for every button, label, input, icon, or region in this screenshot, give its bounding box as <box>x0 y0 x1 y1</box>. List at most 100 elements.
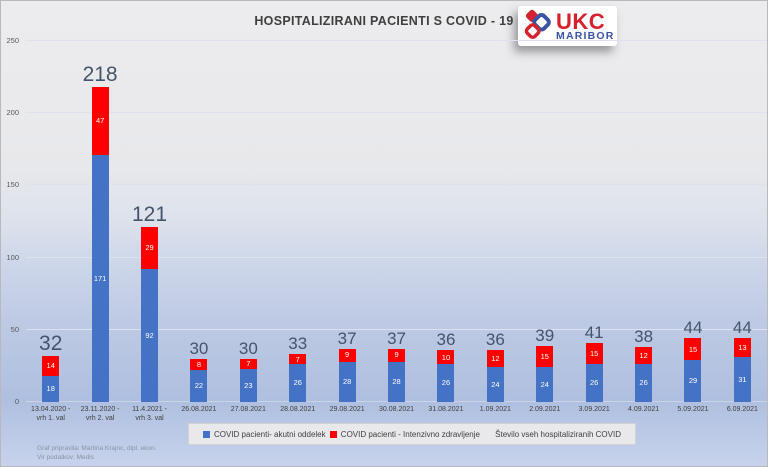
bar-group: 37 9 28 <box>372 41 421 402</box>
bar-stack: 12 24 <box>486 350 504 402</box>
bars-row: 32 14 18 218 47 171 121 29 92 30 8 22 30 7 23 33 7 26 37 9 2… <box>26 41 767 402</box>
category-label: 29.08.2021 <box>329 406 365 413</box>
total-label: 44 <box>683 318 703 338</box>
y-axis: 0 50 100 150 200 250 <box>1 36 21 406</box>
logo-ukc-label: UKC <box>556 8 606 34</box>
legend-item: COVID pacienti - Intenzivno zdravljenje <box>329 430 480 439</box>
total-label: 39 <box>535 325 555 345</box>
y-axis-label: 100 <box>6 252 19 262</box>
axis-tick <box>520 402 521 406</box>
category-label: 2.09.2021 <box>529 406 561 413</box>
segment-value: 7 <box>246 359 251 368</box>
bar-segment-intenzivno: 15 <box>585 342 603 365</box>
category-label: 6.09.2021 <box>726 406 758 413</box>
bar-segment-akutni: 171 <box>91 155 109 402</box>
category-label: 28.08.2021 <box>280 406 316 413</box>
total-label: 37 <box>387 328 406 348</box>
bar-group: 38 12 26 <box>619 41 668 402</box>
bar-stack: 29 92 <box>141 227 159 402</box>
gridline <box>26 40 767 41</box>
ukc-logo-icon <box>523 6 553 47</box>
bar-group: 32 14 18 <box>26 41 75 402</box>
segment-value: 24 <box>540 379 549 389</box>
y-axis-label: 50 <box>10 324 19 334</box>
segment-value: 26 <box>441 378 451 388</box>
category-label: 26.08.2021 <box>181 406 217 413</box>
segment-value: 23 <box>244 380 253 390</box>
category-label: 4.09.2021 <box>628 406 660 413</box>
segment-value: 7 <box>295 354 300 364</box>
segment-value: 15 <box>540 351 549 361</box>
bar-segment-akutni: 18 <box>42 376 60 402</box>
footer-credits: Graf pripravila: Martina Krajnc, dipl. e… <box>37 444 157 463</box>
bar-segment-intenzivno: 29 <box>141 227 159 270</box>
bar-segment-akutni: 26 <box>289 364 307 402</box>
axis-tick <box>421 402 423 406</box>
chart-title: HOSPITALIZIRANI PACIENTI S COVID - 19 <box>254 14 514 28</box>
bar-segment-intenzivno: 13 <box>733 338 751 358</box>
footer-source: Vir podatkov: Medis <box>37 454 94 462</box>
bar-group: 37 9 28 <box>322 41 371 402</box>
segment-value: 29 <box>145 243 154 253</box>
bar-group: 44 13 31 <box>718 41 767 402</box>
bar-stack: 15 29 <box>684 338 702 402</box>
bar-segment-akutni: 28 <box>338 361 356 402</box>
category-label: 30.08.2021 <box>379 406 415 413</box>
segment-value: 28 <box>342 377 352 387</box>
segment-value: 31 <box>738 374 747 384</box>
segment-value: 28 <box>392 377 401 387</box>
bar-stack: 47 171 <box>91 87 109 402</box>
segment-value: 171 <box>93 273 107 283</box>
bar-stack: 9 28 <box>338 348 356 402</box>
total-label: 218 <box>82 63 118 87</box>
bar-segment-intenzivno: 9 <box>338 348 356 362</box>
axis-tick <box>124 402 126 406</box>
segment-value: 26 <box>590 378 599 388</box>
y-axis-label: 150 <box>6 180 19 190</box>
plot-area: 32 14 18 218 47 171 121 29 92 30 8 22 30 7 23 33 7 26 37 9 2… <box>26 40 767 406</box>
bar-segment-intenzivno: 8 <box>190 358 208 371</box>
total-label: 38 <box>634 327 654 347</box>
axis-tick <box>75 402 77 406</box>
bar-group: 218 47 171 <box>75 41 124 402</box>
total-label: 36 <box>485 330 505 350</box>
bar-segment-akutni: 29 <box>684 360 702 402</box>
bar-segment-intenzivno: 10 <box>437 350 455 365</box>
total-label: 44 <box>732 318 752 338</box>
bar-segment-intenzivno: 12 <box>486 350 504 368</box>
category-label: 27.08.2021 <box>230 406 266 413</box>
total-label: 36 <box>436 330 456 350</box>
gridline <box>26 256 767 258</box>
bar-segment-akutni: 26 <box>437 364 455 402</box>
bar-group: 36 10 26 <box>421 41 470 402</box>
footer-author: Graf pripravila: Martina Krajnc, dipl. e… <box>37 445 157 452</box>
bar-segment-akutni: 24 <box>536 367 554 402</box>
category-label: 23.11.2020 - vrh 2. val <box>80 406 120 423</box>
bar-stack: 7 26 <box>289 354 307 402</box>
axis-tick <box>668 402 670 406</box>
bar-stack: 9 28 <box>388 348 406 402</box>
legend: COVID pacienti- akutni oddelek COVID paci… <box>188 423 636 445</box>
total-label: 37 <box>337 328 357 348</box>
segment-value: 15 <box>688 344 698 354</box>
segment-value: 13 <box>738 343 747 353</box>
category-label: 3.09.2021 <box>578 406 610 413</box>
bar-group: 36 12 24 <box>471 41 520 402</box>
category-label: 31.08.2021 <box>428 406 464 413</box>
segment-value: 12 <box>639 351 648 361</box>
segment-value: 26 <box>293 378 302 388</box>
bar-segment-intenzivno: 15 <box>684 338 702 361</box>
axis-tick <box>766 402 767 406</box>
legend-label: Število vseh hospitaliziranih COVID <box>495 429 621 439</box>
bar-stack: 13 31 <box>733 338 751 402</box>
axis-tick <box>174 402 176 406</box>
total-label: 30 <box>189 338 209 358</box>
axis-tick <box>717 402 719 406</box>
bar-stack: 7 23 <box>239 358 257 402</box>
segment-value: 24 <box>491 379 500 389</box>
axis-tick <box>618 402 620 406</box>
segment-value: 12 <box>491 353 500 363</box>
segment-value: 22 <box>194 381 204 391</box>
bar-group: 30 7 23 <box>224 41 273 402</box>
